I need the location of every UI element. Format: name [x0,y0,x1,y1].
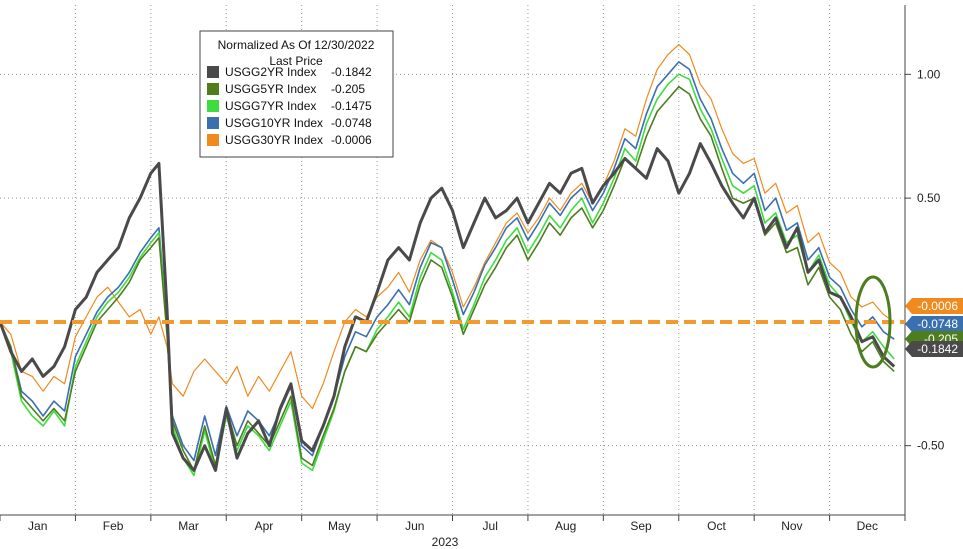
x-tick-label: Dec [857,519,878,533]
badge-usgg10yr: -0.0748 [905,316,963,332]
x-axis-label: 2023 [432,535,459,549]
series-line-usgg7yr [0,73,895,477]
badge-shape [905,298,963,314]
x-tick-label: May [328,519,351,533]
x-tick-label: Apr [255,519,274,533]
legend-series-name: USGG10YR Index [225,116,323,130]
x-tick-label: Jul [483,519,498,533]
highlight-ellipse [854,275,892,369]
legend-subtitle: Last Price [269,54,323,68]
x-tick-label: Nov [781,519,802,533]
grid [0,5,905,515]
legend-swatch [207,66,219,78]
highlight-ellipse-layer [854,275,892,369]
legend-title: Normalized As Of 12/30/2022 [218,38,375,52]
badge-value: -0.0748 [917,317,958,331]
legend-box [199,30,394,158]
series-line-usgg10yr [0,61,895,462]
legend-swatch [207,83,219,95]
series-line-usgg2yr [0,142,896,472]
series-line-usgg30yr [0,44,895,410]
badge-value: -0.1842 [917,342,958,356]
series-line-usgg5yr [0,85,895,472]
badge-value: -0.0006 [917,299,958,313]
x-tick-label: Jun [405,519,424,533]
badge-usgg2yr: -0.1842 [905,341,963,357]
x-tick-label: Oct [707,519,726,533]
x-tick-label: Aug [555,519,576,533]
legend-series-value: -0.0748 [331,116,372,130]
legend-series-name: USGG2YR Index [225,65,316,79]
x-tick-label: Feb [103,519,124,533]
legend-series-name: USGG5YR Index [225,82,316,96]
legend-series-name: USGG7YR Index [225,99,316,113]
badge-usgg30yr: -0.0006 [905,298,963,314]
legend-swatch [207,117,219,129]
legend-series-value: -0.1475 [331,99,372,113]
y-tick-label: -0.50 [917,439,945,453]
axes: -0.50 0.50 1.00 Jan Feb Mar Apr May Jun Jul Aug Sep… [0,5,945,533]
x-tick-label: Jan [28,519,47,533]
y-tick-label: 1.00 [917,67,941,81]
last-price-badges: -0.0006-0.0748-0.205-0.1842 [905,298,963,357]
legend-swatch [207,134,219,146]
legend-swatch [207,100,219,112]
series-layer [0,44,896,477]
legend-series-value: -0.1842 [331,65,372,79]
x-tick-label: Mar [178,519,199,533]
y-tick-label: 0.50 [917,191,941,205]
legend-series-name: USGG30YR Index [225,133,323,147]
x-tick-label: Sep [630,519,652,533]
badge-shape [905,341,963,357]
legend-series-value: -0.0006 [331,133,372,147]
badge-shape [905,316,963,332]
legend-series-value: -0.205 [331,82,365,96]
